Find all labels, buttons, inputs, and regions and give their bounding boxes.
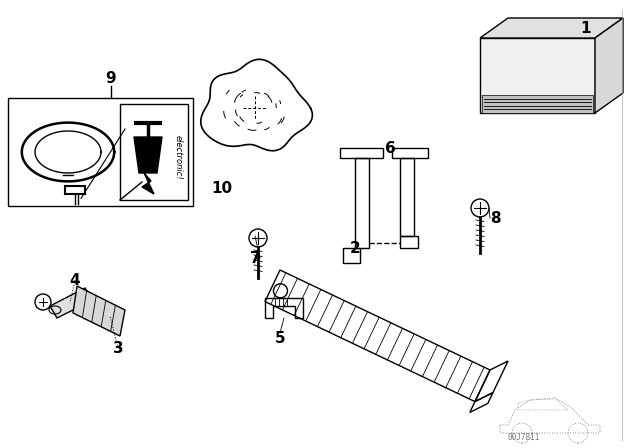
Text: 7: 7: [250, 250, 260, 266]
Text: 6: 6: [385, 141, 396, 155]
Text: 5: 5: [275, 331, 285, 345]
Polygon shape: [480, 18, 623, 38]
Bar: [482, 95, 593, 113]
Text: 00J7811: 00J7811: [507, 433, 540, 442]
Polygon shape: [134, 137, 162, 173]
Text: 3: 3: [113, 340, 124, 356]
Text: 2: 2: [349, 241, 360, 255]
Polygon shape: [50, 288, 93, 318]
Circle shape: [249, 229, 267, 247]
Text: electronic!: electronic!: [173, 135, 182, 179]
Text: 9: 9: [105, 70, 116, 86]
Polygon shape: [73, 286, 125, 336]
Text: 4: 4: [70, 272, 80, 288]
Bar: [120, 104, 188, 200]
Bar: [8, 98, 193, 206]
Text: 10: 10: [211, 181, 232, 195]
Polygon shape: [142, 173, 154, 194]
Polygon shape: [480, 38, 595, 113]
Circle shape: [471, 199, 489, 217]
Text: 1: 1: [580, 21, 591, 35]
Text: 8: 8: [490, 211, 500, 225]
Polygon shape: [595, 18, 623, 113]
